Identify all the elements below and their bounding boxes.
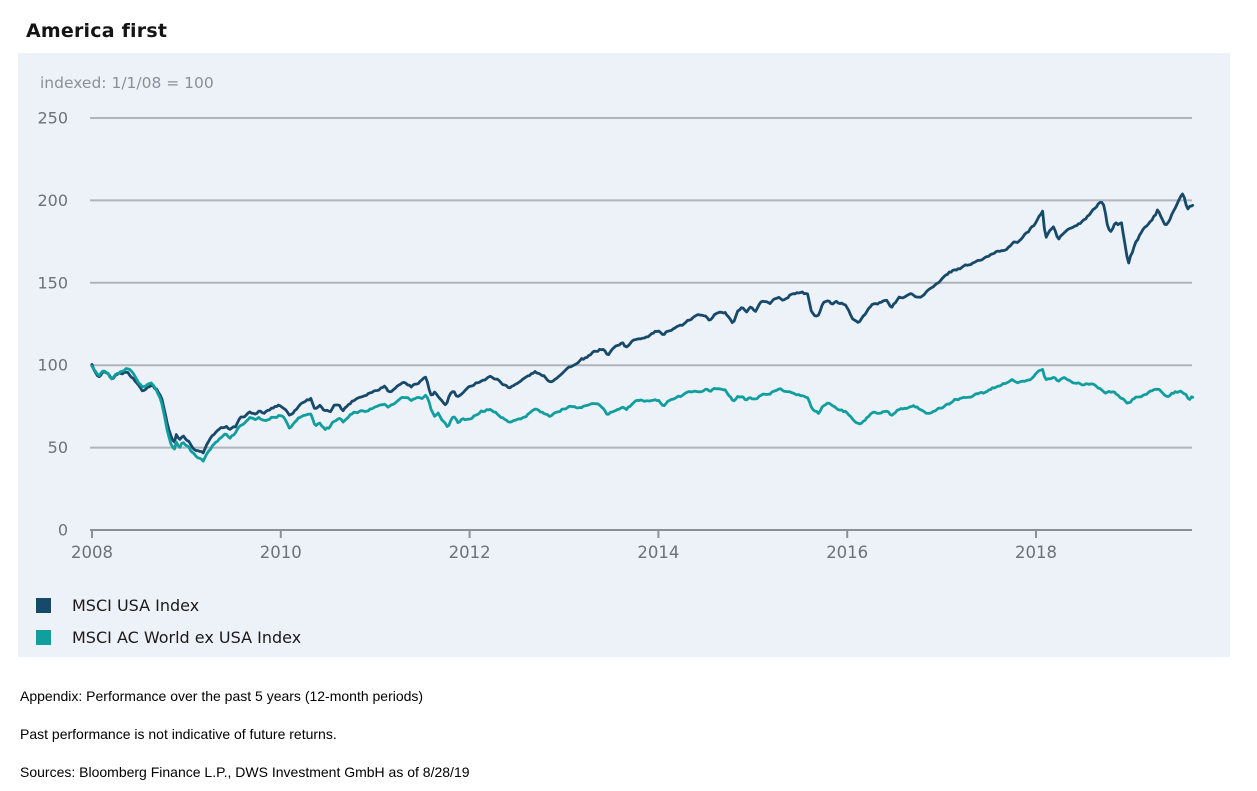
- svg-text:150: 150: [37, 273, 68, 292]
- page-title: America first: [26, 20, 168, 42]
- svg-text:2016: 2016: [826, 543, 868, 562]
- svg-text:2008: 2008: [71, 543, 113, 562]
- svg-text:50: 50: [48, 438, 68, 457]
- svg-text:200: 200: [37, 191, 68, 210]
- legend-item-msci-acwx: MSCI AC World ex USA Index: [36, 628, 302, 647]
- svg-text:2014: 2014: [637, 543, 679, 562]
- legend-label-msci-acwx: MSCI AC World ex USA Index: [72, 628, 302, 647]
- svg-text:2010: 2010: [260, 543, 302, 562]
- chart-index-note: indexed: 1/1/08 = 100: [40, 74, 214, 92]
- chart-panel: 250 200 150 100 50 0 2008 2010 2012 2014 2016 2018 …: [18, 53, 1230, 657]
- legend-label-msci-usa: MSCI USA Index: [72, 596, 200, 615]
- svg-text:0: 0: [58, 521, 68, 540]
- legend-swatch-msci-acwx-icon: [36, 630, 51, 645]
- svg-text:100: 100: [37, 356, 68, 375]
- chart-legend: MSCI USA Index MSCI AC World ex USA Inde…: [36, 596, 302, 661]
- legend-swatch-msci-usa-icon: [36, 598, 51, 613]
- svg-text:2018: 2018: [1015, 543, 1057, 562]
- legend-item-msci-usa: MSCI USA Index: [36, 596, 301, 615]
- footer-notes: Appendix: Performance over the past 5 ye…: [20, 688, 920, 791]
- svg-text:2012: 2012: [449, 543, 491, 562]
- footer-appendix-note: Appendix: Performance over the past 5 ye…: [20, 688, 424, 704]
- footer-sources-note: Sources: Bloomberg Finance L.P., DWS Inv…: [20, 764, 470, 780]
- footer-disclaimer-note: Past performance is not indicative of fu…: [20, 726, 337, 742]
- svg-text:250: 250: [37, 109, 68, 128]
